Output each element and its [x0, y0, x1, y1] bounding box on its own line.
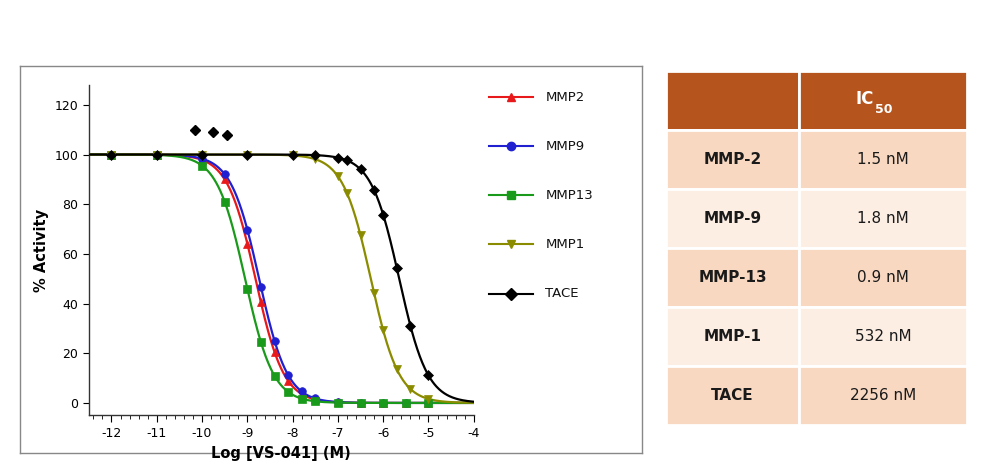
Text: MMP13: MMP13 [545, 189, 593, 202]
FancyBboxPatch shape [798, 71, 966, 130]
FancyBboxPatch shape [798, 130, 966, 189]
FancyBboxPatch shape [798, 307, 966, 366]
Text: MMP1: MMP1 [545, 238, 584, 251]
Text: 2256 nM: 2256 nM [849, 388, 915, 403]
Text: MMP-9: MMP-9 [703, 211, 761, 226]
Text: IC: IC [855, 90, 873, 108]
Text: 50: 50 [875, 102, 892, 116]
Text: MMP9: MMP9 [545, 140, 584, 153]
Text: MMP2: MMP2 [545, 91, 584, 104]
Text: MMP-1: MMP-1 [703, 329, 760, 344]
FancyBboxPatch shape [798, 248, 966, 307]
FancyBboxPatch shape [666, 307, 798, 366]
FancyBboxPatch shape [666, 248, 798, 307]
FancyBboxPatch shape [666, 366, 798, 425]
Text: TACE: TACE [545, 287, 579, 300]
Text: 1.5 nM: 1.5 nM [856, 152, 908, 167]
Text: 1.   VS-041 is a potent and selective inhibitor of MMP2, 9, and 13: 1. VS-041 is a potent and selective inhi… [25, 19, 663, 37]
FancyBboxPatch shape [666, 189, 798, 248]
Text: MMP-13: MMP-13 [697, 270, 766, 285]
Y-axis label: % Activity: % Activity [34, 209, 49, 292]
Text: 0.9 nM: 0.9 nM [856, 270, 908, 285]
Text: 1.8 nM: 1.8 nM [856, 211, 908, 226]
FancyBboxPatch shape [666, 130, 798, 189]
FancyBboxPatch shape [666, 71, 798, 130]
FancyBboxPatch shape [798, 189, 966, 248]
FancyBboxPatch shape [798, 366, 966, 425]
X-axis label: Log [VS-041] (M): Log [VS-041] (M) [211, 446, 351, 461]
Text: TACE: TACE [711, 388, 753, 403]
Text: MMP-2: MMP-2 [703, 152, 761, 167]
Text: 532 nM: 532 nM [854, 329, 910, 344]
